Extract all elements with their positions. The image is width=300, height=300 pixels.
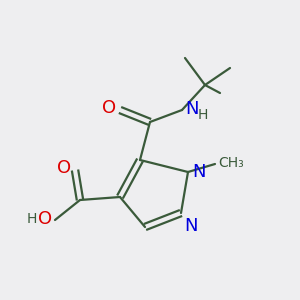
Text: O: O [38, 210, 52, 228]
Text: N: N [184, 217, 197, 235]
Text: CH₃: CH₃ [218, 156, 244, 170]
Text: N: N [192, 163, 206, 181]
Text: H: H [198, 108, 208, 122]
Text: H: H [27, 212, 37, 226]
Text: N: N [185, 100, 199, 118]
Text: O: O [102, 99, 116, 117]
Text: O: O [57, 159, 71, 177]
